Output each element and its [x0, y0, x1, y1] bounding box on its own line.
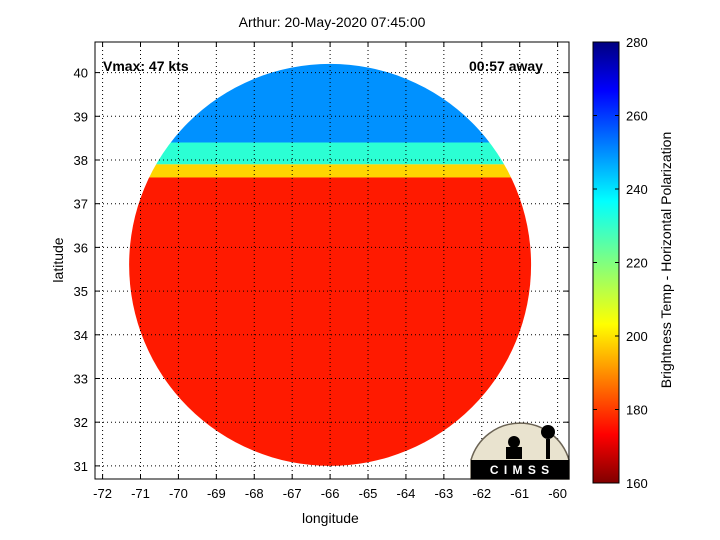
- x-tick-label: -60: [548, 486, 567, 501]
- x-tick-label: -69: [207, 486, 226, 501]
- swath-zone: [129, 142, 532, 165]
- y-tick-label: 34: [74, 328, 88, 343]
- logo-tower-tank-icon: [541, 425, 555, 439]
- colorbar-label: Brightness Temp - Horizontal Polarizatio…: [658, 131, 674, 389]
- y-tick-label: 33: [74, 371, 88, 386]
- colorbar: [592, 41, 620, 484]
- colorbar-tick-label: 160: [626, 476, 648, 491]
- logo-dish-icon: [508, 436, 520, 448]
- x-tick-label: -62: [472, 486, 491, 501]
- y-tick-label: 35: [74, 284, 88, 299]
- x-tick-label: -66: [321, 486, 340, 501]
- y-tick-label: 32: [74, 415, 88, 430]
- axes-frame: [94, 41, 570, 480]
- colorbar-tick-label: 200: [626, 329, 648, 344]
- logo-tower-icon: [546, 439, 550, 459]
- chart-title: Arthur: 20-May-2020 07:45:00: [238, 14, 426, 30]
- y-tick-label: 40: [74, 66, 88, 81]
- y-tick-label: 31: [74, 459, 88, 474]
- colorbar-axis: 160 180 200 220 240 260 280: [593, 35, 648, 491]
- x-tick-label: -64: [397, 486, 416, 501]
- x-tick-label: -71: [131, 486, 150, 501]
- y-tick-label: 39: [74, 109, 88, 124]
- y-tick-label: 38: [74, 153, 88, 168]
- grid-layer: [95, 42, 569, 479]
- x-axis-label: longitude: [302, 510, 359, 526]
- x-tick-label: -65: [359, 486, 378, 501]
- y-axis: 31 32 33 34 35 36 37 38 39 40: [74, 66, 569, 474]
- colorbar-tick-label: 240: [626, 182, 648, 197]
- logo-band: [471, 460, 569, 479]
- time-away-annotation: 00:57 away: [469, 58, 543, 74]
- colorbar-tick-label: 220: [626, 256, 648, 271]
- x-tick-label: -72: [93, 486, 112, 501]
- x-tick-label: -67: [283, 486, 302, 501]
- x-tick-label: -70: [169, 486, 188, 501]
- x-tick-label: -68: [245, 486, 264, 501]
- x-axis: -72 -71 -70 -69 -68 -67 -66 -65 -64 -63 -62 -61 -60: [93, 42, 567, 501]
- logo-building-icon: [506, 447, 522, 459]
- colorbar-tick-label: 260: [626, 109, 648, 124]
- y-axis-label: latitude: [50, 237, 66, 283]
- cimss-logo: C I M S S: [470, 422, 570, 480]
- logo-text: C I M S S: [490, 463, 550, 477]
- y-tick-label: 37: [74, 197, 88, 212]
- y-tick-label: 36: [74, 240, 88, 255]
- x-tick-label: -61: [510, 486, 529, 501]
- swath-zone: [129, 164, 532, 178]
- colorbar-tick-label: 280: [626, 35, 648, 50]
- x-tick-label: -63: [434, 486, 453, 501]
- vmax-annotation: Vmax: 47 kts: [103, 58, 189, 74]
- colorbar-tick-label: 180: [626, 403, 648, 418]
